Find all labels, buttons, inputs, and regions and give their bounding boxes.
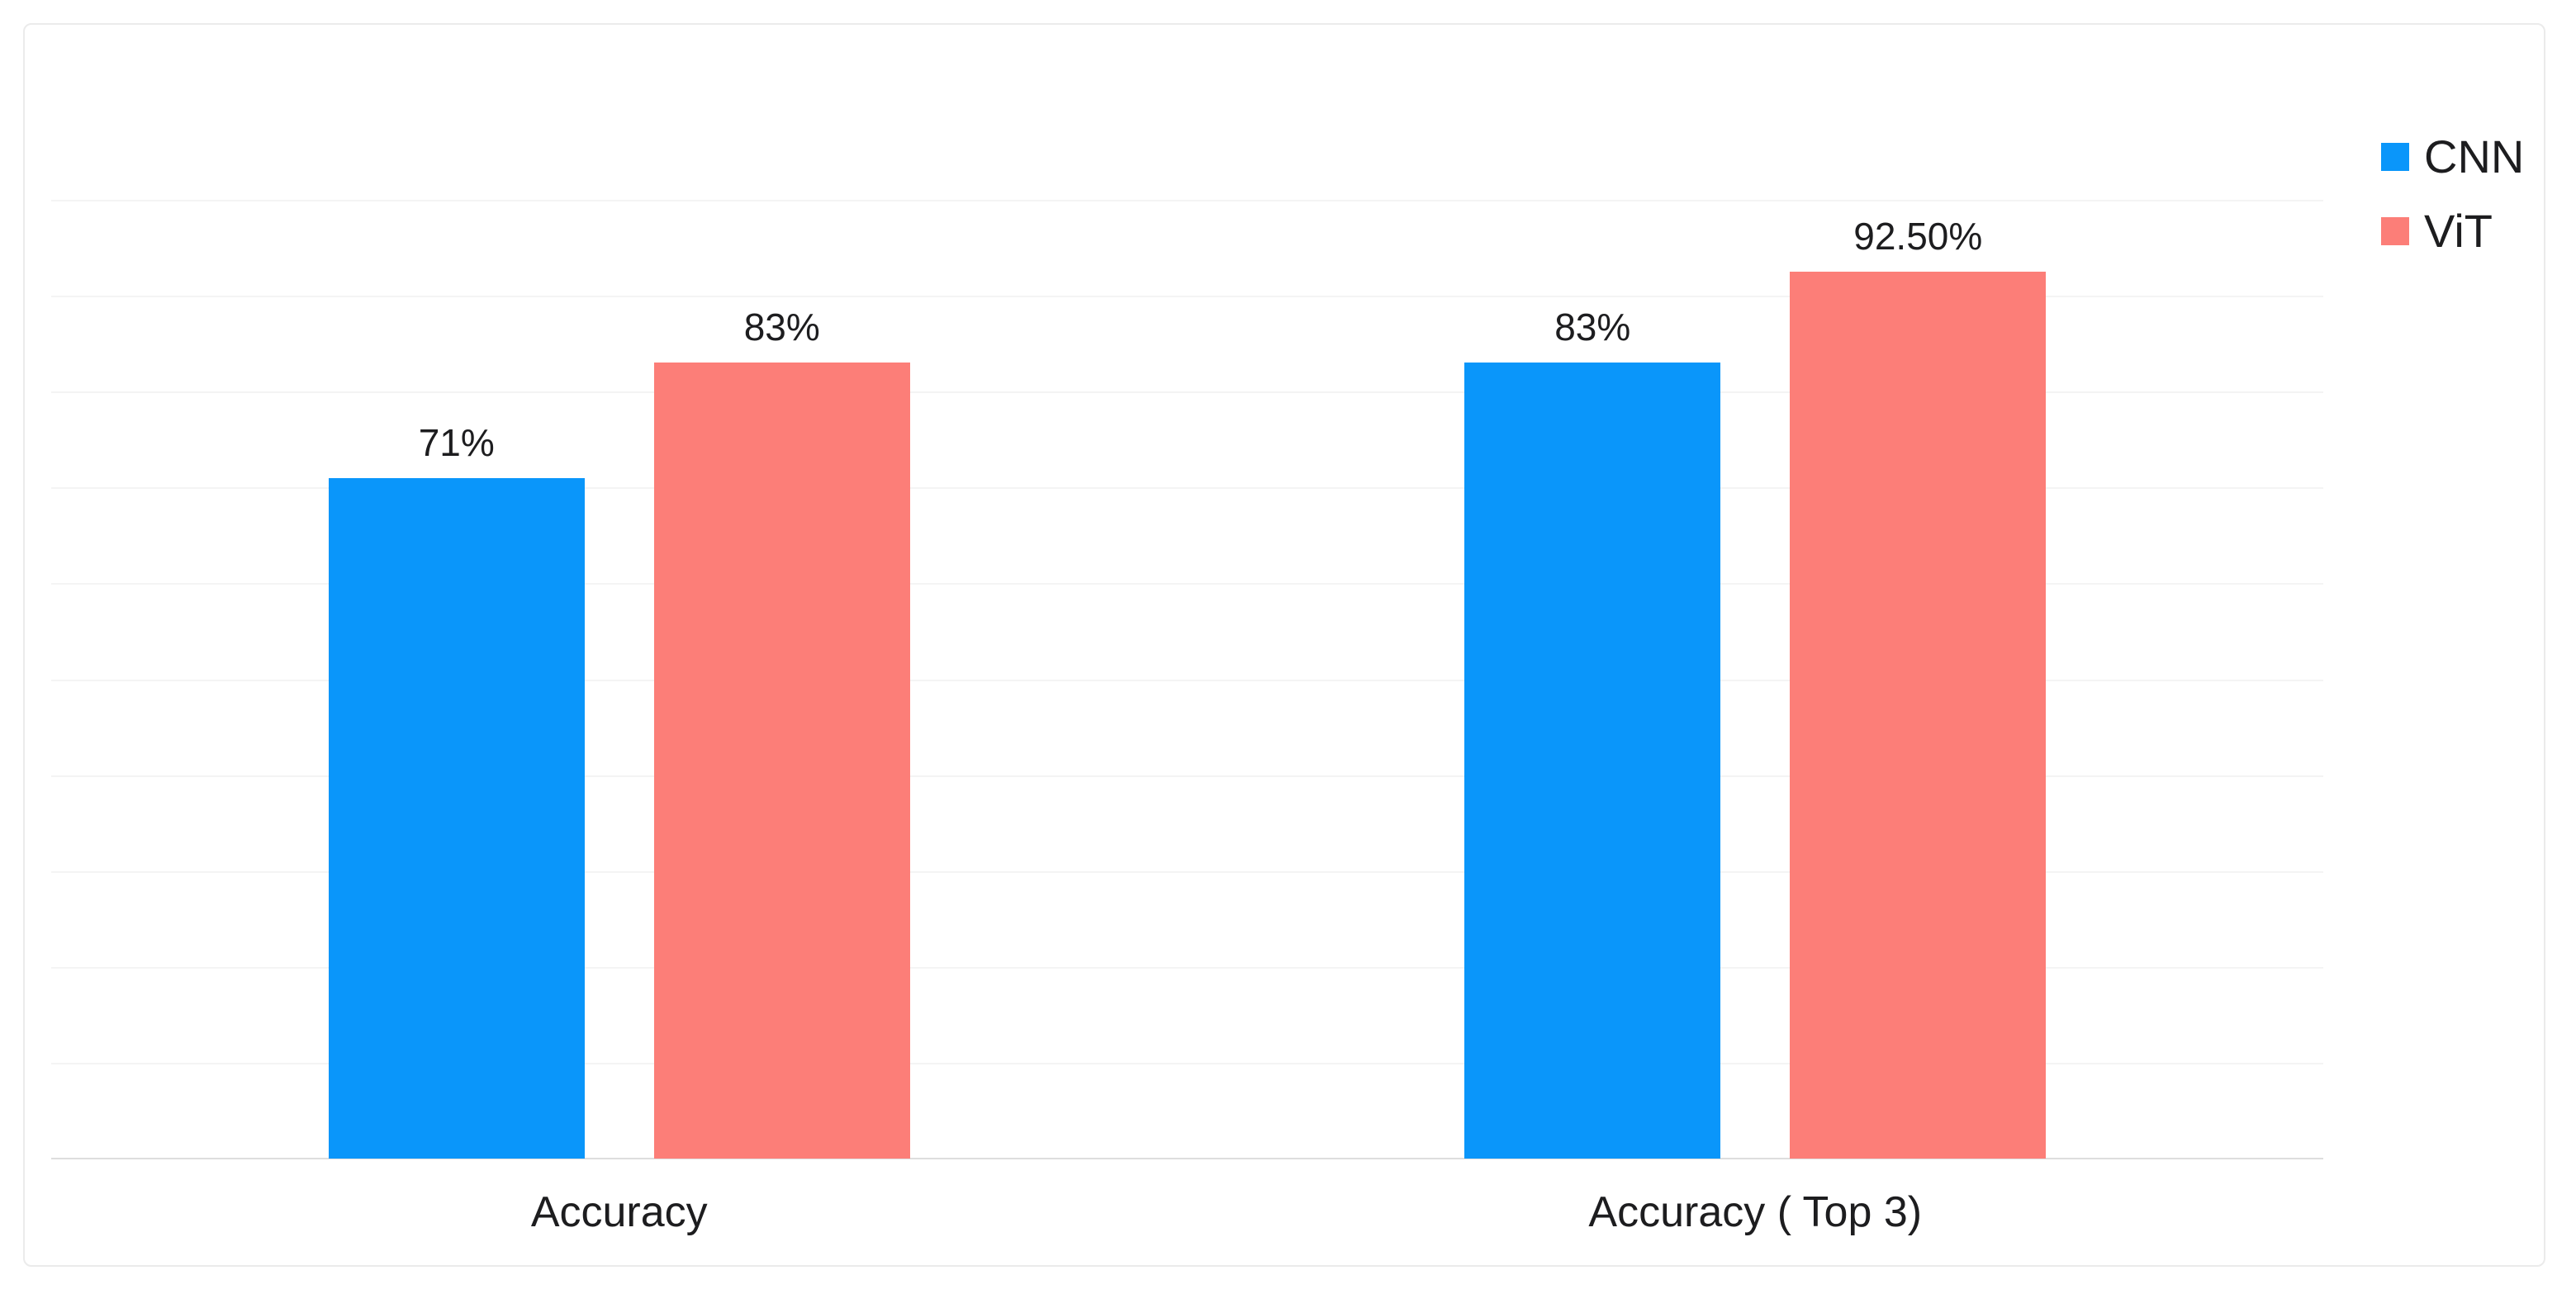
bar-group: 71% 83% Accuracy [328,200,910,1236]
bar-value-label: 83% [1554,306,1631,349]
bar-groups: 71% 83% Accuracy 83% 92.50% Accuracy ( Top 3) [51,200,2323,1236]
legend-swatch-icon [2381,217,2409,245]
gridline [51,487,2323,490]
bar-vit: 83% [653,306,910,1159]
x-axis-line [51,1158,2323,1159]
plot-area: 71% 83% Accuracy 83% 92.50% Accuracy ( Top 3) [51,200,2323,1236]
category-label: Accuracy ( Top 3) [1588,1188,1923,1236]
gridline [51,870,2323,873]
legend-label: ViT [2424,205,2493,257]
gridline [51,775,2323,777]
gridline [51,296,2323,298]
legend-item-vit: ViT [2381,205,2524,258]
chart-card: 71% 83% Accuracy 83% 92.50% Accuracy ( Top 3)… [23,23,2545,1267]
bar-value-label: 83% [743,306,820,349]
legend-label: CNN [2424,130,2525,182]
gridline [51,583,2323,585]
bar-group: 83% 92.50% Accuracy ( Top 3) [1464,200,2047,1236]
legend: CNN ViT [2381,130,2524,258]
gridline [51,679,2323,681]
gridline [51,391,2323,394]
gridlines [51,200,2323,1159]
bar-vit: 92.50% [1790,215,2047,1159]
legend-item-cnn: CNN [2381,130,2524,183]
gridline [51,200,2323,201]
bar-cnn: 83% [1464,306,1721,1159]
gridline [51,1062,2323,1064]
legend-swatch-icon [2381,143,2409,171]
category-label: Accuracy [530,1188,708,1236]
bar-value-label: 71% [418,420,495,464]
bar-value-label: 92.50% [1853,215,1983,258]
gridline [51,966,2323,969]
bar-cnn: 71% [328,421,585,1159]
